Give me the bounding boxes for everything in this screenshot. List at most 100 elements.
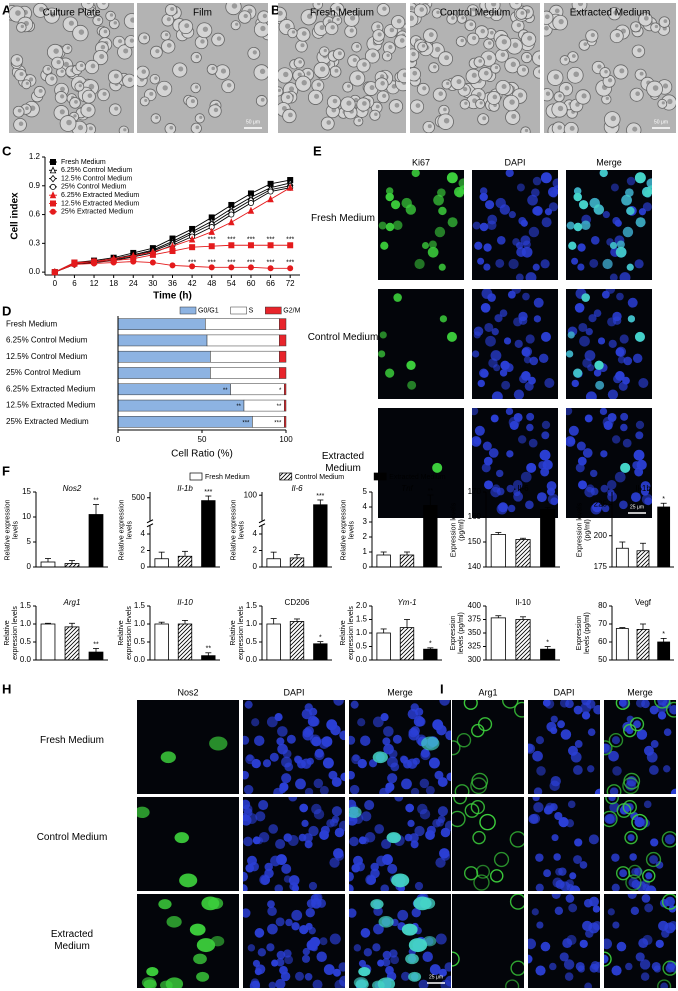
- cell-nucleus: [635, 91, 640, 97]
- nucleus: [414, 825, 425, 837]
- nucleus: [302, 947, 310, 956]
- nucleus: [251, 718, 260, 727]
- cell-nucleus: [554, 8, 560, 14]
- y-tick-label: 1.0: [246, 619, 258, 628]
- nucleus: [540, 467, 550, 477]
- nucleus: [553, 853, 561, 861]
- row-label: Control Medium: [36, 832, 108, 843]
- nucleus: [600, 450, 608, 458]
- micrograph: [528, 894, 600, 988]
- bar: [490, 617, 506, 661]
- bar: [636, 550, 650, 568]
- cell-nucleus: [78, 84, 82, 88]
- nucleus: [479, 187, 488, 195]
- cell-nucleus: [482, 116, 487, 121]
- nucleus: [655, 939, 664, 949]
- nucleus: [481, 463, 491, 473]
- stain: [625, 188, 634, 197]
- nucleus: [349, 784, 360, 794]
- cell-nucleus: [545, 91, 551, 96]
- nucleus: [627, 297, 638, 308]
- cell-nucleus: [15, 10, 21, 16]
- stain: [454, 784, 470, 794]
- cell-nucleus: [155, 115, 159, 120]
- nucleus: [288, 797, 298, 802]
- cell-nucleus: [332, 98, 338, 104]
- error-bar: [69, 622, 75, 627]
- scale-bar-label: 50 μm: [246, 119, 260, 125]
- cell-nucleus: [634, 24, 639, 28]
- legend-label: 6.25% Extracted Medium: [61, 192, 139, 199]
- nucleus: [363, 948, 373, 957]
- nucleus: [664, 834, 675, 845]
- column-header: DAPI: [553, 687, 574, 697]
- nucleus: [597, 337, 606, 345]
- nucleus: [633, 449, 645, 461]
- nucleus: [437, 777, 448, 787]
- marker: [228, 218, 235, 226]
- y-tick-label: 400: [468, 601, 482, 610]
- nucleus: [620, 423, 628, 432]
- cell-nucleus: [86, 3, 91, 5]
- nucleus: [577, 456, 587, 466]
- nucleus: [532, 263, 540, 271]
- y-tick-label: 0.9: [29, 181, 41, 190]
- annotation: ***: [227, 259, 235, 266]
- nucleus: [472, 221, 481, 230]
- nucleus: [520, 235, 531, 246]
- cell-nucleus: [483, 70, 489, 76]
- cell: [571, 3, 588, 13]
- nucleus: [611, 435, 621, 444]
- cell-nucleus: [451, 16, 455, 20]
- micrograph: [349, 797, 451, 891]
- legend-marker: [49, 166, 57, 174]
- bar: [40, 561, 56, 568]
- nucleus: [507, 504, 516, 513]
- cell-nucleus: [495, 11, 500, 16]
- error-bar: [495, 532, 502, 535]
- nucleus: [550, 715, 558, 723]
- nucleus: [567, 437, 576, 445]
- cell: [96, 3, 110, 11]
- legend-marker: [49, 191, 57, 199]
- cell-nucleus: [511, 113, 517, 119]
- bar-segment: [279, 318, 287, 330]
- bar: [615, 628, 629, 661]
- stain: [566, 350, 574, 358]
- nucleus: [473, 437, 482, 445]
- stain: [471, 772, 489, 790]
- nucleus: [283, 949, 292, 958]
- stain: [408, 938, 428, 953]
- nucleus: [533, 297, 544, 308]
- column-header: DAPI: [504, 157, 525, 167]
- nucleus: [575, 463, 585, 473]
- stain: [447, 217, 458, 228]
- nucleus: [326, 819, 335, 828]
- nucleus: [305, 908, 315, 918]
- nucleus: [311, 736, 322, 747]
- cell-nucleus: [489, 30, 494, 35]
- nucleus: [581, 711, 591, 720]
- cell-nucleus: [369, 85, 375, 91]
- nucleus: [488, 448, 499, 458]
- cell-nucleus: [428, 32, 434, 38]
- nucleus: [508, 258, 519, 270]
- nucleus: [574, 740, 583, 748]
- nucleus: [544, 700, 555, 709]
- nucleus: [523, 356, 532, 364]
- nucleus: [358, 959, 367, 968]
- micrograph: [452, 894, 524, 988]
- bar: [636, 629, 650, 661]
- legend-label: Fresh Medium: [205, 474, 250, 481]
- stain: [615, 866, 631, 881]
- nucleus: [578, 322, 588, 332]
- stain: [446, 331, 457, 342]
- bar: [615, 547, 629, 568]
- micrograph: [472, 170, 558, 280]
- cell-nucleus: [89, 9, 94, 14]
- cell-nucleus: [509, 99, 515, 105]
- bar-segment: [279, 367, 287, 379]
- nucleus: [582, 448, 593, 458]
- stain: [567, 331, 575, 339]
- nucleus: [304, 726, 314, 736]
